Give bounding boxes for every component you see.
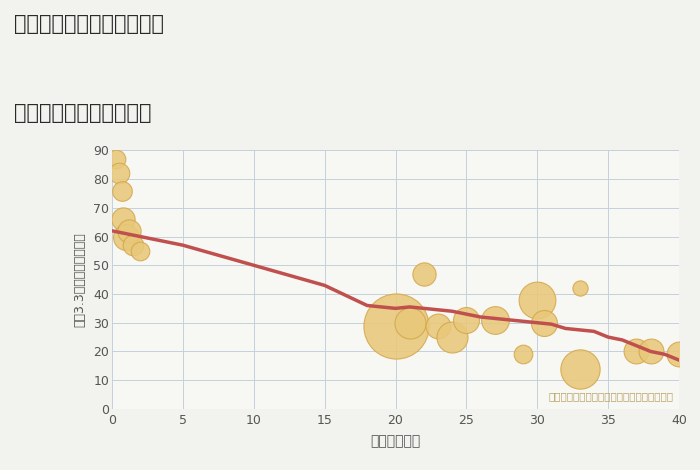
- Point: [127, 242, 139, 249]
- Point: [113, 170, 125, 177]
- Point: [461, 316, 472, 324]
- Text: 円の大きさは、取引のあった物件面積を示す: 円の大きさは、取引のあった物件面積を示す: [548, 391, 673, 401]
- X-axis label: 築年数（年）: 築年数（年）: [370, 434, 421, 448]
- Point: [433, 322, 444, 329]
- Point: [532, 296, 543, 304]
- Text: 築年数別中古戸建て価格: 築年数別中古戸建て価格: [14, 103, 151, 124]
- Point: [673, 351, 685, 358]
- Y-axis label: 坪（3.3㎡）単価（万円）: 坪（3.3㎡）単価（万円）: [74, 232, 86, 327]
- Point: [574, 365, 585, 372]
- Point: [390, 322, 401, 329]
- Point: [574, 284, 585, 292]
- Point: [419, 270, 430, 278]
- Point: [539, 319, 550, 327]
- Point: [631, 348, 642, 355]
- Point: [120, 233, 132, 240]
- Text: 三重県桑名市長島町押付の: 三重県桑名市長島町押付の: [14, 14, 164, 34]
- Point: [135, 247, 146, 255]
- Point: [645, 348, 657, 355]
- Point: [517, 351, 528, 358]
- Point: [404, 319, 415, 327]
- Point: [118, 216, 129, 223]
- Point: [447, 333, 458, 341]
- Point: [489, 316, 500, 324]
- Point: [116, 187, 127, 195]
- Point: [123, 227, 134, 235]
- Point: [111, 155, 122, 163]
